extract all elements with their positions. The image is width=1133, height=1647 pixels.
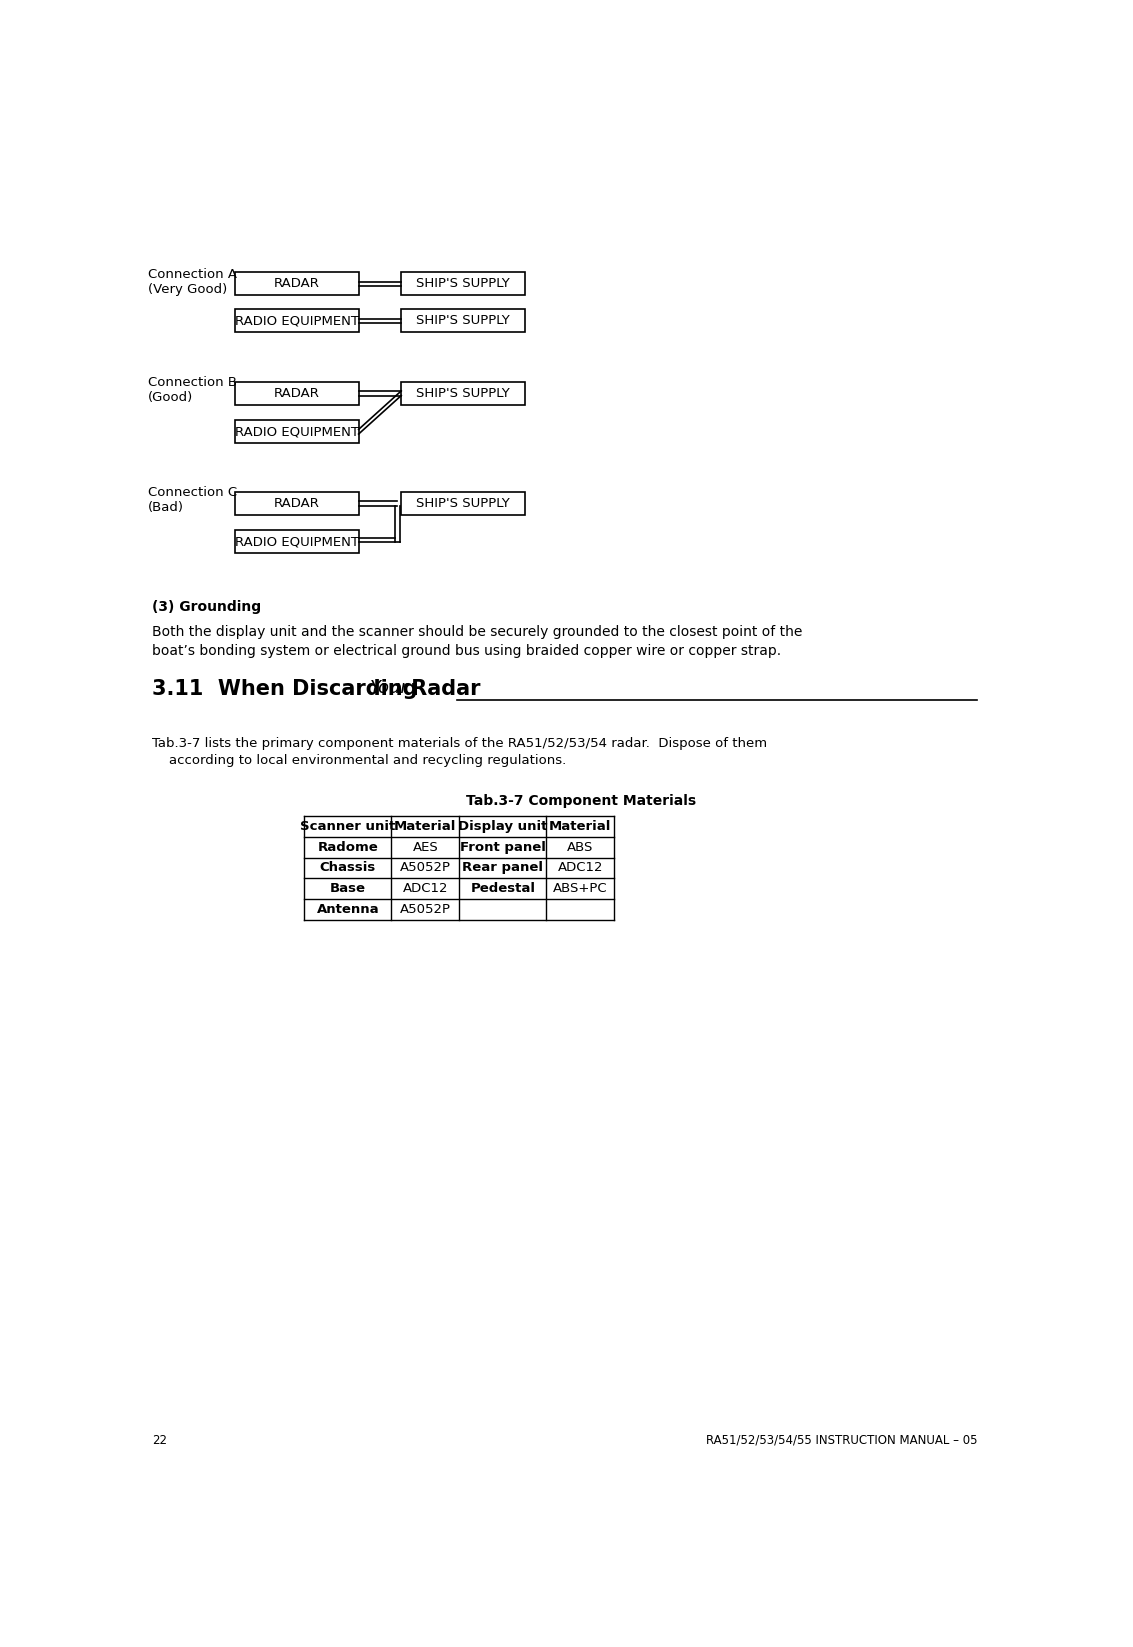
Text: SHIP'S SUPPLY: SHIP'S SUPPLY	[416, 387, 510, 400]
Text: Pedestal: Pedestal	[470, 883, 535, 896]
Text: Connection A
(Very Good): Connection A (Very Good)	[147, 268, 237, 296]
Bar	[401, 492, 526, 516]
Text: Display unit: Display unit	[458, 820, 547, 833]
Text: 3.11  When Discarding: 3.11 When Discarding	[152, 679, 425, 698]
Text: SHIP'S SUPPLY: SHIP'S SUPPLY	[416, 277, 510, 290]
Bar	[235, 420, 359, 443]
Text: ADC12: ADC12	[557, 861, 603, 875]
Text: RADIO EQUIPMENT: RADIO EQUIPMENT	[235, 535, 359, 548]
Text: ABS: ABS	[568, 840, 594, 853]
Text: ABS+PC: ABS+PC	[553, 883, 607, 896]
Text: RADIO EQUIPMENT: RADIO EQUIPMENT	[235, 315, 359, 328]
Bar	[235, 310, 359, 333]
Text: A5052P: A5052P	[400, 861, 451, 875]
Bar	[235, 492, 359, 516]
Text: Your: Your	[370, 679, 409, 697]
Text: Connection C
(Bad): Connection C (Bad)	[147, 486, 237, 514]
Text: RADAR: RADAR	[274, 387, 320, 400]
Text: AES: AES	[412, 840, 438, 853]
Text: RADIO EQUIPMENT: RADIO EQUIPMENT	[235, 425, 359, 438]
Bar	[401, 382, 526, 405]
Text: Base: Base	[330, 883, 366, 896]
Text: Tab.3-7 Component Materials: Tab.3-7 Component Materials	[466, 794, 696, 809]
Text: Front panel: Front panel	[460, 840, 546, 853]
Text: Radome: Radome	[317, 840, 378, 853]
Text: Radar: Radar	[404, 679, 480, 698]
Text: 22: 22	[152, 1433, 167, 1446]
Text: RADAR: RADAR	[274, 497, 320, 511]
Text: (3) Grounding: (3) Grounding	[152, 600, 261, 614]
Text: Antenna: Antenna	[316, 903, 380, 916]
Text: A5052P: A5052P	[400, 903, 451, 916]
Bar	[235, 530, 359, 553]
Text: Connection B
(Good): Connection B (Good)	[147, 376, 237, 404]
Text: RA51/52/53/54/55 INSTRUCTION MANUAL – 05: RA51/52/53/54/55 INSTRUCTION MANUAL – 05	[706, 1433, 977, 1446]
Bar	[235, 382, 359, 405]
Text: SHIP'S SUPPLY: SHIP'S SUPPLY	[416, 315, 510, 328]
Bar	[235, 272, 359, 295]
Text: Tab.3-7 lists the primary component materials of the RA51/52/53/54 radar.  Dispo: Tab.3-7 lists the primary component mate…	[152, 736, 767, 768]
Text: Both the display unit and the scanner should be securely grounded to the closest: Both the display unit and the scanner sh…	[152, 624, 802, 657]
Text: RADAR: RADAR	[274, 277, 320, 290]
Text: SHIP'S SUPPLY: SHIP'S SUPPLY	[416, 497, 510, 511]
Text: Chassis: Chassis	[320, 861, 376, 875]
Text: Rear panel: Rear panel	[462, 861, 544, 875]
Text: ADC12: ADC12	[402, 883, 448, 896]
Text: Material: Material	[394, 820, 457, 833]
Bar	[401, 272, 526, 295]
Bar	[401, 310, 526, 333]
Text: Material: Material	[550, 820, 612, 833]
Text: Scanner unit: Scanner unit	[300, 820, 395, 833]
